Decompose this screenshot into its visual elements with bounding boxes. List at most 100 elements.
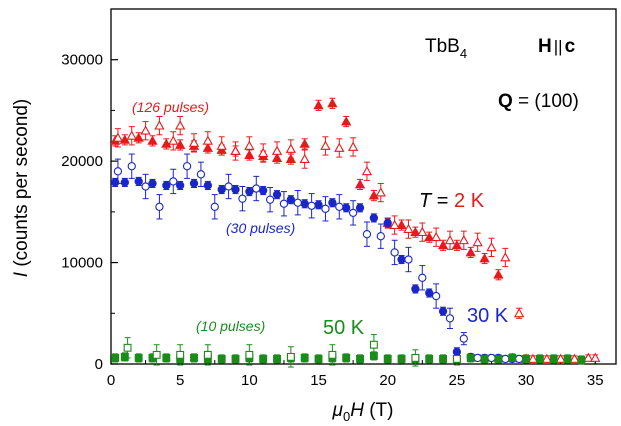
data-point-square (286, 352, 295, 361)
data-point-triangle (161, 138, 172, 148)
data-point-circle (321, 204, 330, 213)
data-point-triangle (375, 187, 386, 197)
data-point-triangle (527, 353, 539, 363)
data-point-triangle (354, 179, 366, 189)
data-point-circle (397, 255, 406, 264)
data-point-square (259, 354, 268, 363)
data-point-triangle (458, 234, 469, 245)
x-tick-label: 35 (587, 372, 604, 389)
data-point-circle (425, 288, 434, 298)
data-point-square (397, 354, 406, 363)
data-point-triangle (341, 116, 352, 126)
field-c: c (565, 36, 576, 57)
data-point-square (356, 354, 364, 363)
q-value: = (100) (513, 91, 579, 112)
data-point-square (203, 350, 212, 359)
x-tick-label: 30 (518, 372, 535, 389)
data-point-circle (501, 354, 510, 364)
data-point-triangle (299, 153, 310, 164)
temperature-2k-label: T = 2 K (419, 190, 485, 212)
data-point-triangle (569, 353, 580, 363)
data-point-square (508, 353, 517, 362)
data-point-circle (182, 162, 192, 171)
data-point-circle (210, 202, 219, 211)
data-point-triangle (410, 226, 421, 237)
data-point-triangle (465, 247, 476, 257)
data-point-square (231, 354, 240, 363)
data-point-triangle (327, 97, 338, 108)
data-point-circle (169, 177, 178, 186)
data-point-triangle (396, 219, 407, 229)
data-point-square (577, 355, 586, 364)
data-point-circle (176, 181, 185, 190)
y-tick-label: 0 (95, 356, 103, 373)
data-point-triangle (590, 352, 601, 362)
data-point-circle (134, 177, 143, 186)
data-point-square (452, 354, 461, 363)
data-point-circle (459, 334, 468, 343)
data-point-circle (335, 202, 344, 211)
data-point-circle (452, 347, 462, 356)
data-point-triangle (493, 269, 504, 279)
data-point-square (134, 353, 143, 362)
data-point-square (411, 353, 420, 362)
data-point-square (162, 353, 171, 362)
data-point-circle (328, 198, 337, 207)
data-point-circle (217, 185, 226, 194)
temperature-30k-label: 30 K (467, 305, 509, 327)
pulses-10-label: (10 pulses) (196, 318, 265, 334)
x-axis-var: H (350, 400, 364, 421)
data-point-circle (265, 195, 275, 204)
field-H: H (538, 36, 552, 57)
data-point-triangle (479, 253, 490, 263)
data-point-triangle (514, 307, 525, 318)
data-point-triangle (437, 239, 449, 250)
data-point-triangle (431, 231, 442, 242)
x-tick-label: 0 (107, 372, 115, 389)
data-point-square (439, 354, 448, 363)
data-point-circle (487, 353, 496, 363)
compound-label: TbB4 (425, 36, 467, 61)
data-point-circle (515, 354, 524, 364)
q-vector-label: Q = (100) (498, 91, 579, 112)
data-point-triangle (271, 152, 283, 163)
data-point-circle (473, 353, 482, 363)
data-point-triangle (451, 239, 463, 250)
data-point-triangle (347, 141, 359, 151)
data-point-triangle (112, 132, 124, 142)
x-tick-label: 15 (310, 372, 327, 389)
data-point-circle (196, 170, 206, 179)
data-point-triangle (368, 190, 380, 200)
data-point-circle (376, 232, 385, 241)
field-parallel: || (554, 37, 563, 56)
data-point-circle (189, 179, 199, 188)
data-point-triangle (541, 353, 552, 363)
data-point-square (522, 354, 531, 363)
data-point-triangle (188, 137, 200, 147)
x-tick-label: 25 (449, 372, 466, 389)
x-tick-label: 5 (176, 372, 184, 389)
temperature-var: T (419, 190, 433, 212)
data-point-circle (224, 182, 233, 191)
data-point-square (111, 353, 120, 362)
data-point-triangle (271, 145, 283, 155)
data-point-circle (307, 201, 316, 210)
data-point-square (300, 353, 309, 362)
data-point-triangle (133, 132, 144, 142)
field-direction-label: H || c (538, 36, 576, 57)
data-point-square (549, 354, 558, 363)
data-point-triangle (175, 120, 186, 130)
y-axis-title: I (counts per second) (11, 99, 32, 277)
data-point-circle (293, 198, 302, 207)
data-point-triangle (444, 234, 456, 245)
data-point-triangle (334, 142, 345, 152)
data-point-square (245, 350, 254, 359)
data-point-square (369, 340, 378, 349)
data-point-circle (362, 230, 372, 239)
data-point-square (123, 343, 132, 352)
y-tick-label: 30000 (61, 52, 103, 69)
data-point-circle (245, 187, 254, 196)
data-point-triangle (147, 135, 158, 145)
data-point-triangle (202, 135, 213, 145)
